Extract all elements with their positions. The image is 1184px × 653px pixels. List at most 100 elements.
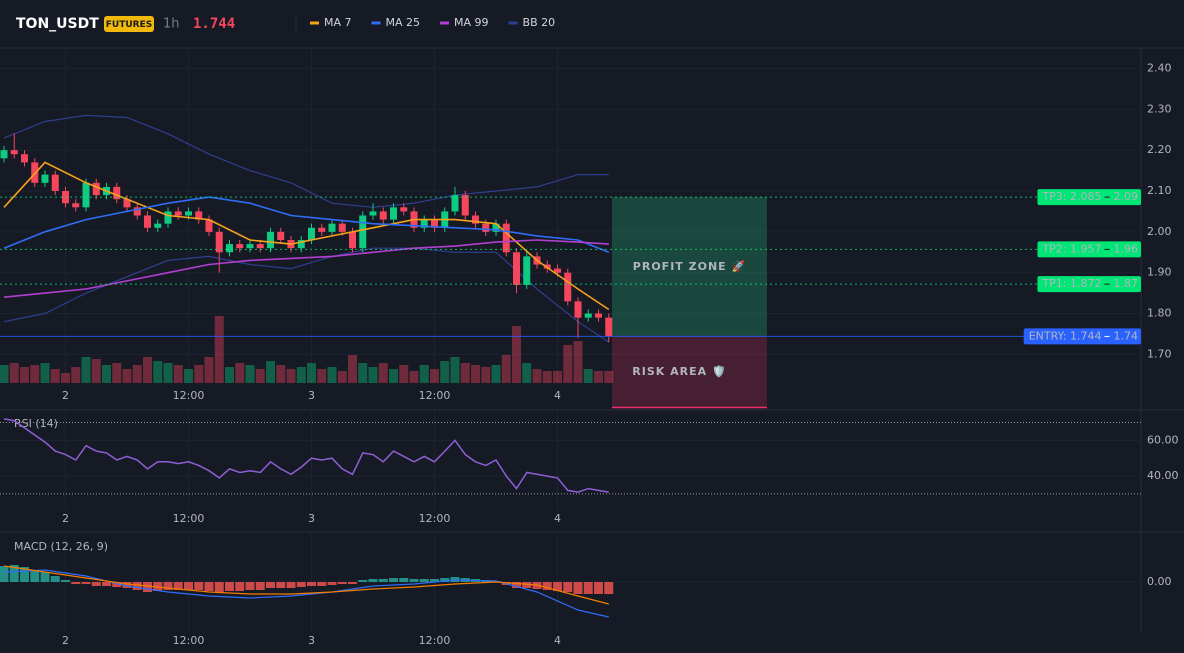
volume-bar (61, 373, 70, 383)
macd-histogram (30, 570, 40, 582)
macd-histogram (419, 579, 429, 582)
candle-body (564, 272, 572, 302)
y-tick-label: 40.00 (1147, 469, 1179, 482)
macd-histogram (255, 582, 265, 590)
volume-bar (542, 371, 552, 383)
macd-histogram (204, 582, 214, 591)
level-axis-label: 1.87 (1114, 277, 1139, 290)
macd-histogram (143, 582, 152, 592)
macd-histogram (81, 582, 91, 584)
candle-body (554, 268, 561, 273)
candle-body (154, 223, 162, 228)
x-tick-label: 12:00 (173, 634, 205, 647)
macd-histogram (194, 582, 204, 590)
level-box (1037, 241, 1141, 258)
x-tick-label: 4 (554, 634, 561, 647)
candle-body (51, 174, 59, 191)
candle-body (502, 223, 510, 253)
candle-body (123, 199, 131, 208)
x-tick-label: 4 (554, 512, 561, 525)
volume-bar (573, 341, 583, 383)
candle-body (267, 231, 274, 249)
candle-body (461, 195, 469, 216)
y-tick-label: 1.90 (1147, 266, 1172, 279)
macd-histogram (307, 582, 316, 586)
macd-histogram (0, 566, 9, 582)
candle-body (174, 211, 182, 216)
level-box (1023, 328, 1141, 345)
y-tick-label: 2.00 (1147, 225, 1172, 238)
macd-histogram (337, 582, 347, 584)
macd-histogram (20, 567, 29, 582)
risk-zone (612, 336, 767, 408)
volume-bar (122, 369, 132, 383)
volume-bar (471, 365, 480, 383)
level-box (1037, 189, 1141, 206)
volume-bar (604, 371, 614, 383)
candle-body (256, 244, 264, 249)
volume-bar (81, 357, 91, 383)
candle-body (359, 215, 367, 249)
candle-body (420, 219, 428, 228)
macd-histogram (594, 582, 603, 594)
candle-body (92, 182, 100, 196)
candle-body (195, 211, 203, 220)
legend-label: MA 7 (324, 16, 352, 29)
candle-body (400, 207, 408, 212)
candle-body (113, 186, 121, 200)
macd-histogram (317, 582, 327, 586)
macd-histogram (71, 582, 81, 584)
candle-body (205, 219, 213, 232)
interval[interactable]: 1h (163, 17, 180, 32)
volume-bar (522, 363, 532, 383)
volume-bar (204, 357, 214, 383)
legend-label: MA 25 (386, 16, 421, 29)
volume-bar (563, 345, 573, 383)
volume-bar (501, 355, 511, 383)
level-label: TP2: 1.957 (1041, 242, 1101, 255)
volume-bar (440, 361, 450, 383)
candle-body (164, 211, 172, 224)
candle-body (390, 207, 397, 220)
x-tick-label: 12:00 (419, 389, 451, 402)
x-tick-label: 3 (308, 512, 315, 525)
y-tick-label: 2.10 (1147, 184, 1172, 197)
candle-body (338, 223, 346, 232)
macd-histogram (214, 582, 224, 592)
candle-body (185, 211, 192, 216)
macd-histogram (440, 578, 450, 582)
level-axis-label: 1.96 (1114, 242, 1139, 255)
volume-bar (255, 369, 265, 383)
candle-body (21, 154, 28, 163)
y-tick-label: 0.00 (1147, 575, 1172, 588)
candle-body (82, 182, 90, 208)
volume-bar (481, 367, 491, 383)
moving-average (3, 239, 609, 298)
candle-body (523, 256, 531, 285)
x-tick-label: 2 (62, 389, 69, 402)
volume-bar (532, 369, 542, 383)
x-tick-label: 3 (308, 634, 315, 647)
macd-histogram (542, 582, 552, 590)
volume-bar (194, 365, 204, 383)
candle-body (513, 252, 520, 285)
risk-zone-label: RISK AREA 🛡️ (632, 365, 726, 378)
volume-bar (9, 363, 19, 383)
level-label: TP1: 1.872 (1041, 277, 1101, 290)
candle-body (492, 223, 500, 232)
volume-bar (389, 369, 398, 383)
macd-histogram (276, 582, 286, 588)
volume-bar (348, 355, 357, 383)
candle-body (10, 150, 18, 155)
macd-line (3, 565, 609, 605)
candle-body (246, 244, 254, 249)
macd-histogram (286, 582, 296, 588)
macd-histogram (40, 572, 50, 582)
macd-histogram (389, 578, 398, 582)
badge-bg (104, 16, 154, 32)
level-box (1037, 276, 1141, 293)
volume-bar (594, 371, 603, 383)
macd-histogram (9, 565, 19, 582)
volume-bar (132, 365, 142, 383)
